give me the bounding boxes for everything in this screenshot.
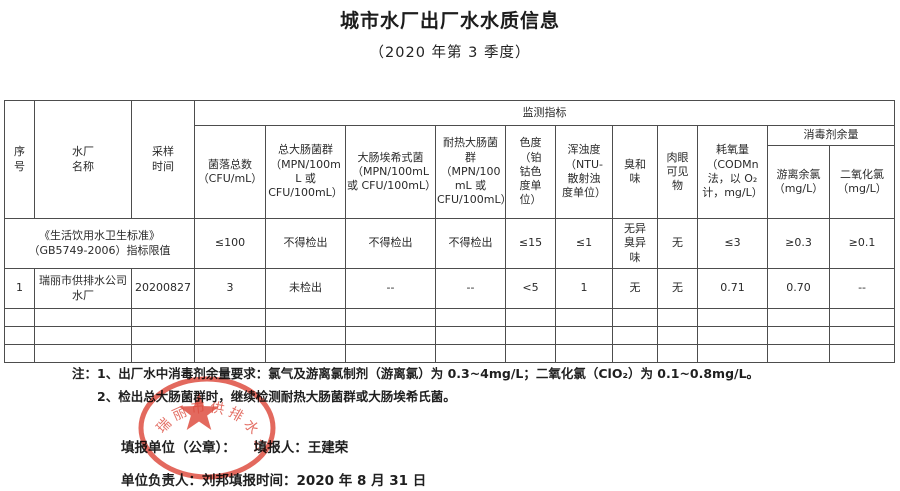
row1-chroma: <5 bbox=[505, 268, 556, 309]
notes-prefix: 注： bbox=[72, 366, 98, 381]
row1-plant-name: 瑞丽市供排水公司水厂 bbox=[34, 268, 132, 309]
standard-limit-row: 《生活饮用水卫生标准》 （GB5749-2006）指标限值 ≤100 不得检出 … bbox=[4, 218, 896, 269]
page-title: 城市水厂出厂水水质信息 bbox=[339, 10, 560, 32]
standard-chroma: ≤15 bbox=[505, 218, 556, 269]
water-quality-table: 序 号 水厂 名称 采样 时间 监测指标 菌落总数 （CFU/mL） 总大肠菌群… bbox=[4, 100, 896, 363]
standard-colony: ≤100 bbox=[194, 218, 266, 269]
row1-visible: 无 bbox=[657, 268, 698, 309]
header-free-chlorine: 游离余氯 （mg/L） bbox=[767, 145, 830, 219]
header-ecoli: 大肠埃希式菌 （MPN/100mL 或 CFU/100mL） bbox=[345, 125, 436, 219]
reporting-unit-label: 填报单位（公章）： bbox=[121, 440, 236, 456]
notes-block: 注： 1、出厂水中消毒剂余量要求：氯气及游离氯制剂（游离氯）为 0.3~4mg/… bbox=[72, 362, 872, 408]
empty-row bbox=[4, 326, 896, 345]
standard-total-coliform: 不得检出 bbox=[265, 218, 346, 269]
data-row-1: 1 瑞丽市供排水公司水厂 20200827 3 未检出 -- -- <5 1 无… bbox=[4, 268, 896, 309]
row1-ecoli: -- bbox=[345, 268, 436, 309]
row1-odor: 无 bbox=[612, 268, 658, 309]
header-disinfectant-group: 消毒剂余量 bbox=[766, 125, 896, 146]
note-line-1: 1、出厂水中消毒剂余量要求：氯气及游离氯制剂（游离氯）为 0.3~4mg/L；二… bbox=[97, 366, 760, 381]
standard-heat-coliform: 不得检出 bbox=[435, 218, 506, 269]
header-chroma: 色度 （铂 钴色 度单 位） bbox=[505, 125, 556, 219]
standard-turbidity: ≤1 bbox=[555, 218, 613, 269]
header-chlorine-dioxide: 二氧化氯 （mg/L） bbox=[828, 145, 896, 219]
standard-clo2: ≥0.1 bbox=[828, 218, 896, 269]
row1-heat-coliform: -- bbox=[435, 268, 506, 309]
report-time: 填报时间：2020 年 8 月 31 日 bbox=[229, 473, 427, 489]
row1-turbidity: 1 bbox=[555, 268, 613, 309]
standard-free-chlorine: ≥0.3 bbox=[767, 218, 830, 269]
row1-sample-time: 20200827 bbox=[131, 268, 195, 309]
header-sample-time: 采样 时间 bbox=[131, 100, 195, 219]
header-total-coliform: 总大肠菌群 （MPN/100m L 或 CFU/100mL） bbox=[265, 125, 346, 219]
unit-head-name: 单位负责人：刘邦 bbox=[121, 473, 229, 489]
empty-row bbox=[4, 344, 896, 363]
standard-label: 《生活饮用水卫生标准》 （GB5749-2006）指标限值 bbox=[4, 218, 195, 269]
reporter-name: 填报人：王建荣 bbox=[253, 440, 349, 456]
row1-clo2: -- bbox=[828, 268, 896, 309]
header-visible-matter: 肉眼 可见 物 bbox=[657, 125, 698, 219]
header-seq: 序 号 bbox=[4, 100, 35, 219]
footer-reporting-line: 填报单位（公章）： 填报人：王建荣 bbox=[121, 436, 348, 456]
note-line-2: 2、检出总大肠菌群时，继续检测耐热大肠菌群或大肠埃希氏菌。 bbox=[97, 389, 456, 404]
row1-cod: 0.71 bbox=[697, 268, 768, 309]
standard-cod: ≤3 bbox=[697, 218, 768, 269]
row1-colony: 3 bbox=[194, 268, 266, 309]
row1-free-chlorine: 0.70 bbox=[767, 268, 830, 309]
empty-row bbox=[4, 308, 896, 327]
page-subtitle: （2020 年第 3 季度） bbox=[369, 45, 531, 61]
header-monitoring-group: 监测指标 bbox=[193, 100, 896, 126]
header-colony-count: 菌落总数 （CFU/mL） bbox=[194, 125, 266, 219]
row1-total-coliform: 未检出 bbox=[265, 268, 346, 309]
header-heat-coliform: 耐热大肠菌 群 （MPN/100 mL 或 CFU/100mL） bbox=[435, 125, 506, 219]
standard-ecoli: 不得检出 bbox=[345, 218, 436, 269]
standard-visible: 无 bbox=[657, 218, 698, 269]
header-turbidity: 浑浊度 （NTU- 散射浊 度单位） bbox=[555, 125, 613, 219]
header-odor-taste: 臭和 味 bbox=[612, 125, 658, 219]
standard-odor: 无异 臭异 味 bbox=[612, 218, 658, 269]
header-cod: 耗氧量 （CODMn 法，以 O₂ 计，mg/L） bbox=[697, 125, 768, 219]
row1-seq: 1 bbox=[4, 268, 35, 309]
footer-responsible-line: 单位负责人：刘邦填报时间：2020 年 8 月 31 日 bbox=[121, 469, 426, 489]
header-plant-name: 水厂 名称 bbox=[34, 100, 132, 219]
